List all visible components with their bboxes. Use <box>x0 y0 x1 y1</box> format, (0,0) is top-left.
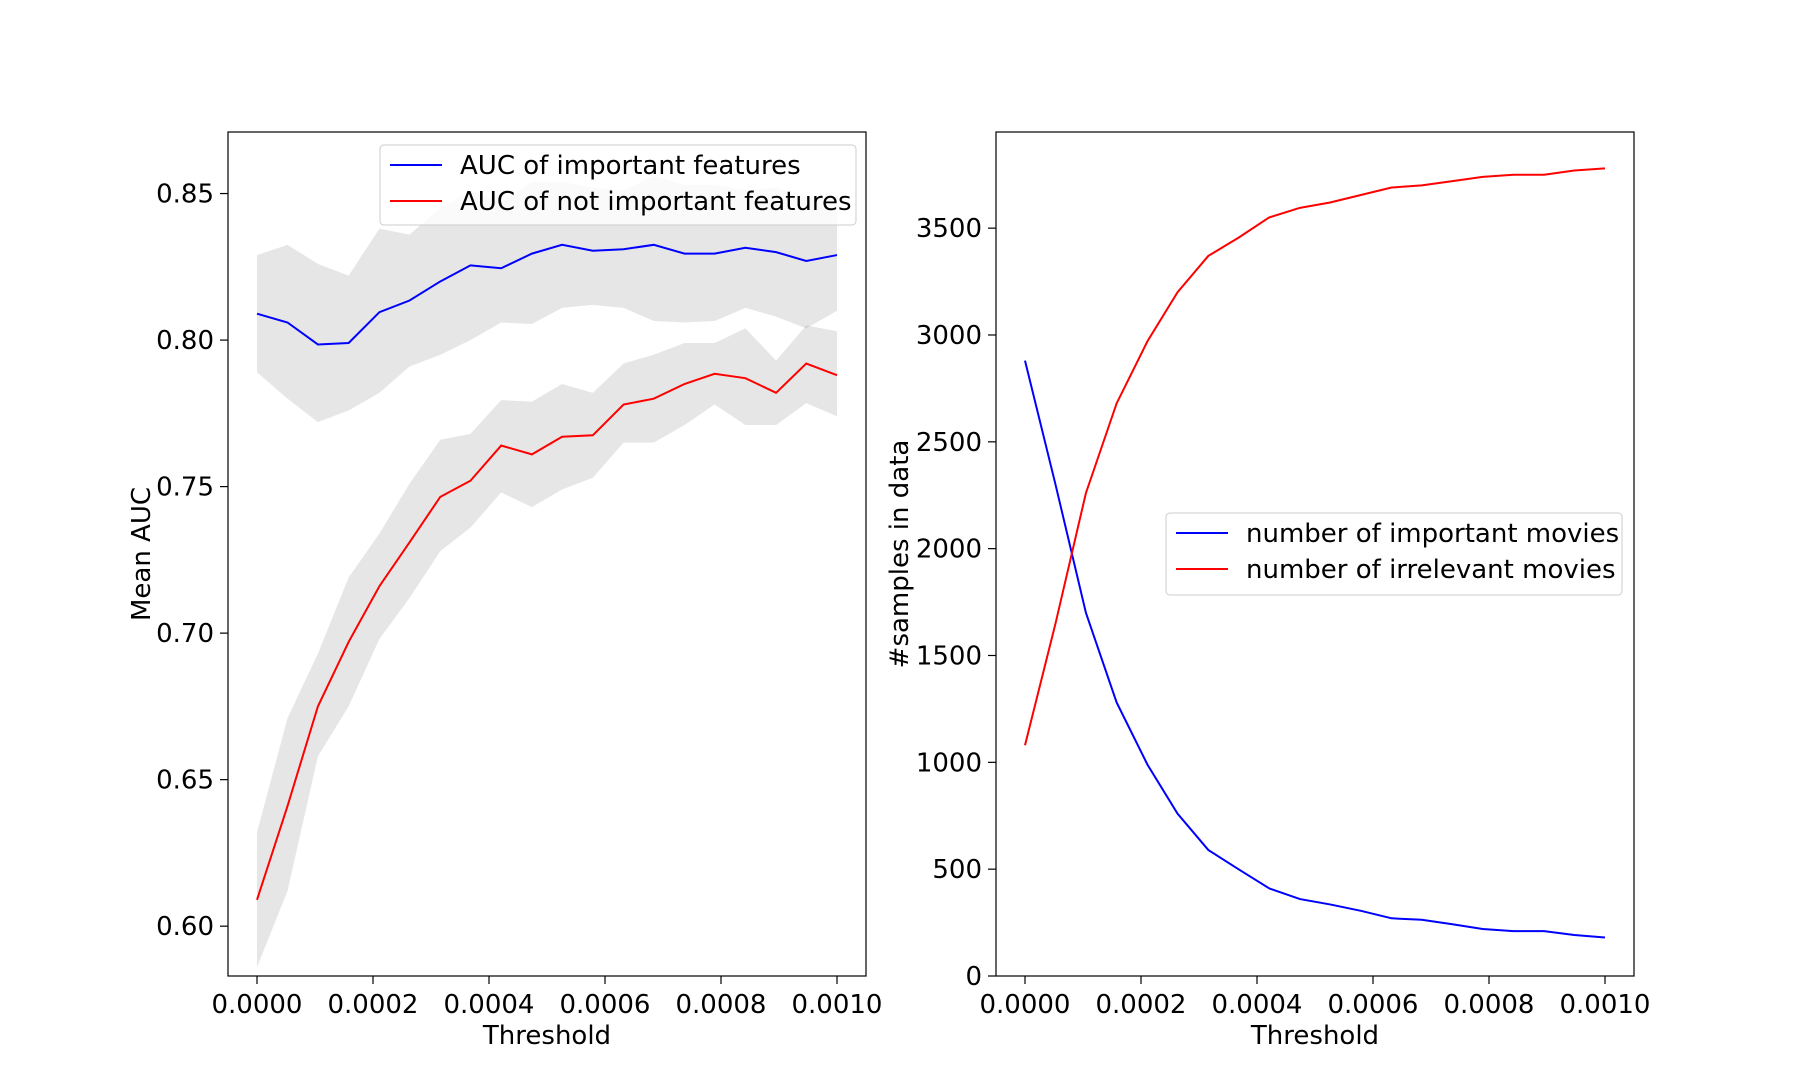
x-tick-label: 0.0010 <box>792 990 883 1020</box>
series-line-auc-of-not-important-features <box>256 362 838 901</box>
x-tick-label: 0.0004 <box>1212 990 1303 1020</box>
series-line-auc-of-important-features <box>256 243 838 346</box>
series-line-number-of-important-movies <box>1024 360 1606 939</box>
x-tick-label: 0.0000 <box>212 990 303 1020</box>
band-auc-of-important-features <box>257 175 837 423</box>
x-axis-label: Threshold <box>1250 1021 1379 1051</box>
y-tick-label: 0.85 <box>156 180 214 210</box>
y-tick-label: 2500 <box>916 428 982 458</box>
y-tick-label: 0.65 <box>156 766 214 796</box>
legend-box <box>1165 512 1623 596</box>
right-chart-samples: 0.0000 0.0002 0.0004 0.0006 0.0008 0.0010 0 500… <box>885 131 1651 1051</box>
band-auc-of-not-important-features <box>257 325 837 968</box>
y-tick-label: 0.75 <box>156 473 214 503</box>
x-tick-label: 0.0006 <box>560 990 651 1020</box>
y-tick-label: 500 <box>932 855 982 885</box>
legend-label-number-of-irrelevant-movies: number of irrelevant movies <box>1246 555 1616 585</box>
x-tick-label: 0.0010 <box>1560 990 1651 1020</box>
y-tick-label: 0.60 <box>156 912 214 942</box>
y-tick-label: 1000 <box>916 748 982 778</box>
y-tick-label: 3500 <box>916 214 982 244</box>
series-line-number-of-irrelevant-movies <box>1024 167 1606 746</box>
left-chart-auc: 0.0000 0.0002 0.0004 0.0006 0.0008 0.0010 0.60… <box>127 131 883 1051</box>
plot-frame <box>227 131 867 977</box>
legend: AUC of important features AUC of not impo… <box>379 144 857 226</box>
x-tick-label: 0.0000 <box>980 990 1071 1020</box>
y-tick-label: 0.70 <box>156 619 214 649</box>
x-axis-label: Threshold <box>482 1021 611 1051</box>
y-tick-label: 1500 <box>916 641 982 671</box>
x-tick-label: 0.0006 <box>1328 990 1419 1020</box>
plot-frame <box>995 131 1635 977</box>
x-tick-label: 0.0008 <box>676 990 767 1020</box>
legend-label-auc-of-not-important-features: AUC of not important features <box>460 187 852 217</box>
x-tick-label: 0.0002 <box>328 990 419 1020</box>
legend-box <box>379 144 857 226</box>
x-tick-label: 0.0002 <box>1096 990 1187 1020</box>
y-tick-label: 3000 <box>916 321 982 351</box>
y-tick-label: 0.80 <box>156 326 214 356</box>
y-axis-label: #samples in data <box>885 440 915 669</box>
legend-label-number-of-important-movies: number of important movies <box>1246 519 1619 549</box>
y-tick-label: 2000 <box>916 535 982 565</box>
y-tick-label: 0 <box>965 962 982 992</box>
x-tick-label: 0.0008 <box>1444 990 1535 1020</box>
legend: number of important movies number of irre… <box>1165 512 1623 596</box>
x-tick-label: 0.0004 <box>444 990 535 1020</box>
legend-label-auc-of-important-features: AUC of important features <box>460 151 801 181</box>
y-axis-label: Mean AUC <box>127 487 157 621</box>
